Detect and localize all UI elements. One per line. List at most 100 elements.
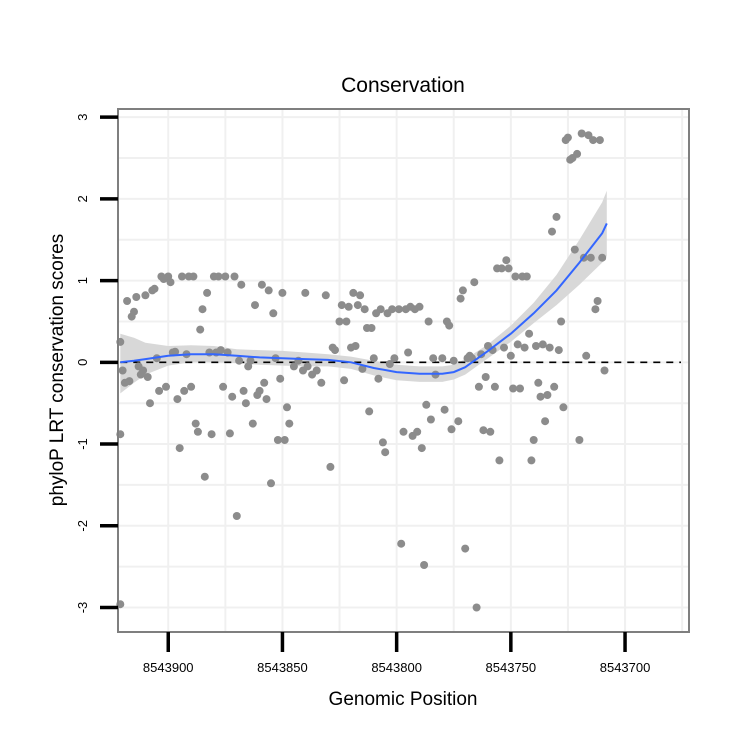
data-point (394, 305, 403, 314)
data-point (385, 360, 394, 368)
data-point (504, 264, 513, 273)
x-tick-label: 8543800 (371, 660, 422, 675)
data-point (230, 272, 239, 281)
data-point (289, 362, 298, 371)
data-point (575, 436, 584, 444)
x-tick-label: 8543850 (257, 660, 308, 675)
data-point (342, 317, 351, 326)
data-point (285, 419, 294, 428)
data-point (589, 136, 598, 145)
data-point (577, 129, 586, 138)
data-point (545, 343, 554, 352)
data-point (600, 366, 609, 375)
data-point (262, 395, 271, 404)
data-point (246, 356, 255, 365)
data-point (200, 472, 209, 481)
data-point (123, 297, 132, 305)
chart-title: Conservation (341, 74, 465, 97)
data-point (118, 366, 127, 375)
y-tick-label: -1 (75, 438, 90, 450)
data-point (390, 354, 399, 363)
data-point (141, 291, 150, 300)
data-point (173, 395, 182, 404)
data-point (232, 512, 241, 520)
data-point (255, 386, 264, 395)
data-point (415, 302, 424, 311)
data-point (335, 317, 344, 326)
data-point (312, 366, 321, 375)
data-point (543, 391, 552, 399)
data-point (456, 294, 465, 303)
data-point (593, 297, 602, 305)
data-point (125, 377, 134, 386)
data-point (495, 456, 504, 465)
data-point (520, 343, 529, 352)
data-point (257, 280, 266, 289)
data-point (461, 544, 470, 553)
data-point (214, 272, 223, 281)
data-point (344, 302, 353, 311)
data-point (241, 399, 250, 408)
data-point (420, 561, 429, 569)
data-point (267, 479, 275, 488)
data-point (381, 448, 390, 457)
data-point (534, 378, 543, 387)
data-point (130, 307, 138, 316)
data-point (563, 133, 572, 142)
data-point (196, 325, 205, 334)
data-point (532, 342, 540, 350)
data-point (486, 427, 495, 436)
data-point (413, 427, 422, 436)
data-point (337, 301, 346, 310)
data-point (426, 415, 435, 424)
data-point (447, 425, 456, 434)
data-point (139, 366, 148, 375)
x-tick-label: 8543750 (486, 660, 537, 675)
x-tick-label: 8543900 (143, 660, 194, 675)
data-point (374, 374, 383, 383)
data-point (301, 288, 310, 297)
data-point (557, 317, 566, 326)
data-point (474, 382, 483, 391)
data-point (155, 386, 164, 395)
x-axis: 8543900 8543850 8543800 8543750 8543700 (143, 632, 650, 675)
data-point (340, 376, 349, 385)
data-point (388, 305, 397, 314)
data-point (536, 392, 545, 401)
data-point (353, 301, 362, 310)
data-point (449, 356, 458, 365)
smooth-line-layer (120, 222, 608, 375)
data-point (207, 430, 216, 439)
data-point (283, 403, 291, 412)
data-point (150, 284, 159, 293)
data-point (171, 347, 180, 356)
data-point (178, 272, 186, 281)
data-point (454, 417, 463, 426)
y-tick-label: 1 (75, 277, 90, 284)
data-point (513, 340, 522, 349)
data-point (225, 429, 234, 438)
data-point (595, 136, 604, 145)
data-point (349, 288, 358, 297)
data-point (273, 436, 282, 444)
data-point (397, 539, 406, 548)
data-point (506, 351, 515, 360)
data-point (187, 382, 196, 391)
data-point (326, 462, 335, 471)
data-point (445, 321, 454, 330)
data-point (239, 386, 248, 395)
data-point (598, 253, 607, 262)
data-point (552, 212, 561, 221)
data-point (481, 373, 490, 381)
data-point (548, 227, 556, 236)
data-point (317, 378, 326, 387)
y-tick-label: 0 (75, 359, 90, 366)
data-point (429, 354, 438, 363)
y-tick-label: 3 (75, 114, 90, 121)
data-point (198, 305, 207, 314)
data-point (280, 436, 289, 444)
data-point (278, 288, 287, 297)
data-point (376, 305, 385, 314)
data-point (559, 403, 568, 412)
